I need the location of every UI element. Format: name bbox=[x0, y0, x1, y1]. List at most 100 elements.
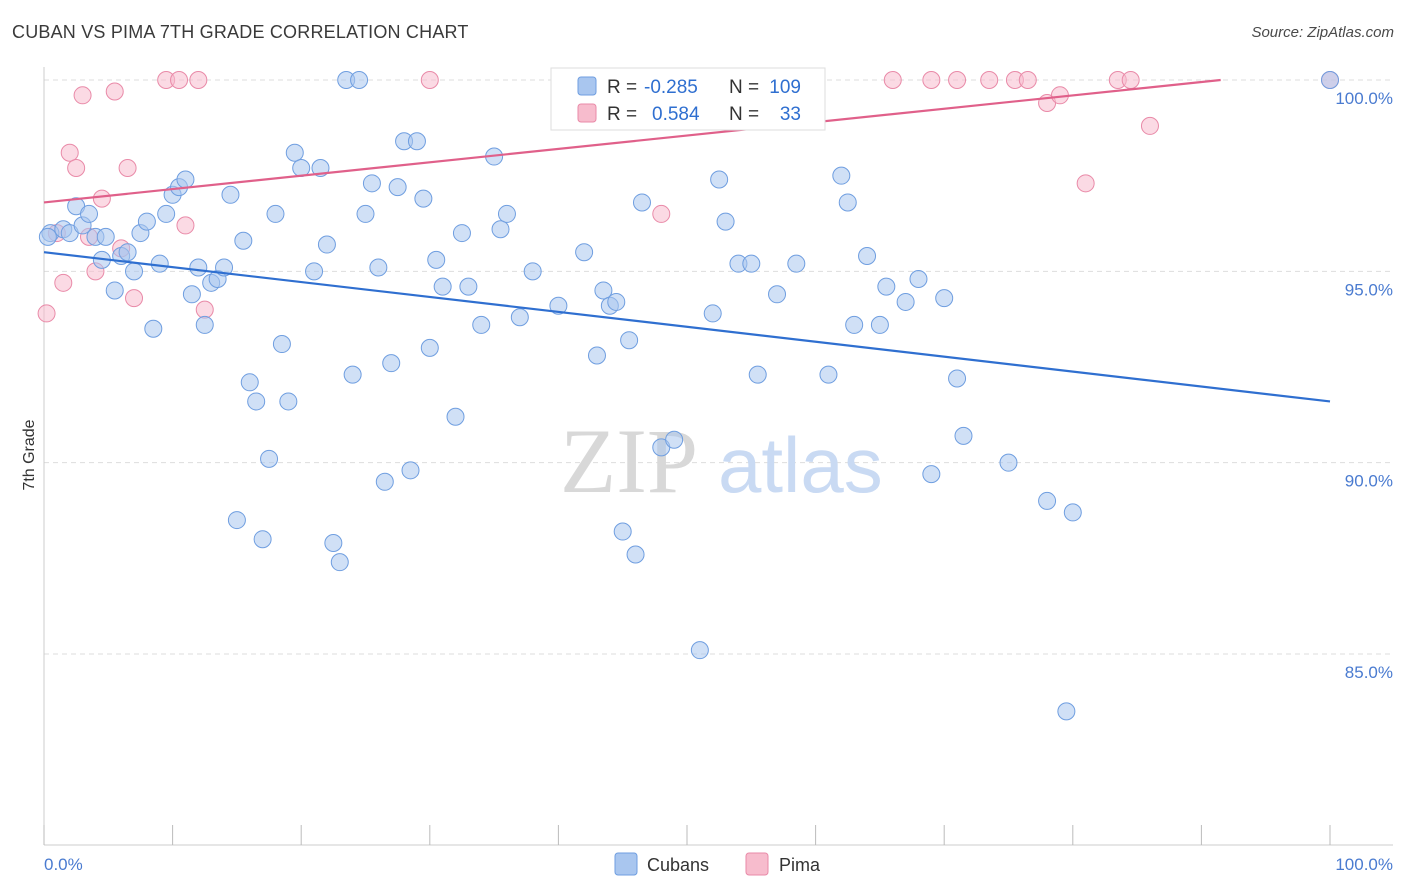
cubans-point-60 bbox=[446, 407, 465, 426]
legend-n-value-cubans: 109 bbox=[769, 77, 801, 98]
pima-point-16 bbox=[189, 71, 208, 89]
cubans-point-87 bbox=[748, 365, 767, 384]
pima-point-19 bbox=[652, 204, 671, 223]
legend-r-label-cubans: R = bbox=[607, 77, 637, 98]
pima-point-31 bbox=[1140, 116, 1159, 135]
cubans-point-37 bbox=[285, 143, 304, 162]
cubans-point-92 bbox=[838, 193, 857, 212]
y-tick-label-3: 85.0% bbox=[1345, 663, 1393, 682]
pima-point-17 bbox=[195, 300, 214, 319]
cubans-point-58 bbox=[427, 250, 446, 269]
cubans-point-94 bbox=[858, 247, 877, 266]
y-tick-label-2: 90.0% bbox=[1345, 472, 1393, 491]
cubans-point-66 bbox=[497, 204, 516, 223]
pima-point-8 bbox=[92, 189, 111, 208]
chart-title: CUBAN VS PIMA 7TH GRADE CORRELATION CHAR… bbox=[12, 22, 469, 42]
series-legend-label-pima: Pima bbox=[779, 855, 821, 875]
cubans-point-20 bbox=[176, 170, 195, 189]
cubans-points bbox=[38, 71, 1339, 721]
cubans-point-49 bbox=[369, 258, 388, 277]
cubans-point-71 bbox=[587, 346, 606, 365]
cubans-point-54 bbox=[401, 461, 420, 480]
stats-legend: R = -0.285 N = 109 R = 0.584 N = 33 bbox=[550, 67, 826, 131]
cubans-point-107 bbox=[1321, 71, 1339, 89]
cubans-point-52 bbox=[388, 178, 407, 197]
legend-r-value-pima: 0.584 bbox=[652, 104, 700, 125]
pima-point-11 bbox=[118, 159, 137, 178]
pima-point-14 bbox=[170, 71, 189, 89]
cubans-point-68 bbox=[523, 262, 542, 281]
watermark-atlas: atlas bbox=[718, 421, 883, 509]
cubans-point-88 bbox=[768, 285, 787, 304]
y-tick-label-1: 95.0% bbox=[1345, 280, 1393, 299]
cubans-trend-line bbox=[43, 251, 1331, 403]
pima-point-21 bbox=[922, 71, 941, 89]
pima-point-28 bbox=[1076, 174, 1095, 193]
pima-trend-line bbox=[43, 78, 1221, 204]
cubans-point-35 bbox=[272, 335, 291, 354]
cubans-point-11 bbox=[118, 243, 137, 262]
cubans-point-42 bbox=[324, 534, 343, 553]
pima-point-4 bbox=[67, 159, 86, 178]
cubans-point-28 bbox=[227, 511, 246, 530]
cubans-point-56 bbox=[414, 189, 433, 208]
cubans-point-75 bbox=[613, 522, 632, 541]
cubans-point-51 bbox=[382, 354, 401, 373]
cubans-point-29 bbox=[234, 231, 253, 250]
cubans-point-36 bbox=[279, 392, 298, 411]
legend-swatch-pima bbox=[577, 103, 597, 123]
pima-point-0 bbox=[37, 304, 56, 323]
cubans-point-84 bbox=[716, 212, 735, 231]
pima-point-12 bbox=[125, 289, 144, 308]
cubans-point-32 bbox=[253, 530, 272, 549]
cubans-point-65 bbox=[491, 220, 510, 239]
cubans-point-43 bbox=[330, 553, 349, 572]
cubans-point-91 bbox=[832, 166, 851, 185]
cubans-point-23 bbox=[195, 315, 214, 334]
cubans-point-14 bbox=[137, 212, 156, 231]
pima-point-30 bbox=[1121, 71, 1140, 89]
cubans-point-50 bbox=[375, 472, 394, 491]
cubans-point-21 bbox=[182, 285, 201, 304]
cubans-point-103 bbox=[999, 453, 1018, 472]
cubans-point-9 bbox=[105, 281, 124, 300]
x-tick-label-max: 100.0% bbox=[1335, 855, 1393, 874]
pima-point-15 bbox=[176, 216, 195, 235]
cubans-point-45 bbox=[343, 365, 362, 384]
cubans-point-59 bbox=[433, 277, 452, 296]
cubans-point-31 bbox=[247, 392, 266, 411]
legend-n-value-pima: 33 bbox=[780, 104, 801, 125]
cubans-point-86 bbox=[742, 254, 761, 273]
cubans-point-72 bbox=[594, 281, 613, 300]
cubans-point-82 bbox=[703, 304, 722, 323]
cubans-point-5 bbox=[80, 204, 99, 223]
cubans-point-30 bbox=[240, 373, 259, 392]
legend-swatch-cubans bbox=[577, 76, 597, 96]
cubans-point-8 bbox=[96, 227, 115, 246]
pima-point-22 bbox=[948, 71, 967, 89]
cubans-point-12 bbox=[125, 262, 144, 281]
cubans-point-100 bbox=[935, 289, 954, 308]
pima-point-5 bbox=[73, 86, 92, 105]
cubans-point-90 bbox=[819, 365, 838, 384]
cubans-point-15 bbox=[144, 319, 163, 338]
y-tick-label-0: 100.0% bbox=[1335, 89, 1393, 108]
cubans-point-96 bbox=[877, 277, 896, 296]
legend-n-label-cubans: N = bbox=[729, 77, 759, 98]
series-legend-swatch-pima bbox=[745, 852, 769, 876]
watermark-zip: ZIP bbox=[560, 410, 698, 512]
cubans-point-95 bbox=[870, 315, 889, 334]
pima-point-18 bbox=[420, 71, 439, 89]
cubans-point-70 bbox=[575, 243, 594, 262]
cubans-point-22 bbox=[189, 258, 208, 277]
cubans-point-55 bbox=[407, 132, 426, 151]
y-tick-labels: 100.0% 95.0% 90.0% 85.0% bbox=[1335, 89, 1393, 682]
axes bbox=[43, 67, 1393, 846]
legend-n-label-pima: N = bbox=[729, 104, 759, 125]
cubans-point-83 bbox=[710, 170, 729, 189]
cubans-point-27 bbox=[221, 185, 240, 204]
cubans-point-105 bbox=[1057, 702, 1076, 721]
cubans-point-69 bbox=[549, 296, 568, 315]
legend-r-label-pima: R = bbox=[607, 104, 637, 125]
cubans-point-93 bbox=[845, 315, 864, 334]
